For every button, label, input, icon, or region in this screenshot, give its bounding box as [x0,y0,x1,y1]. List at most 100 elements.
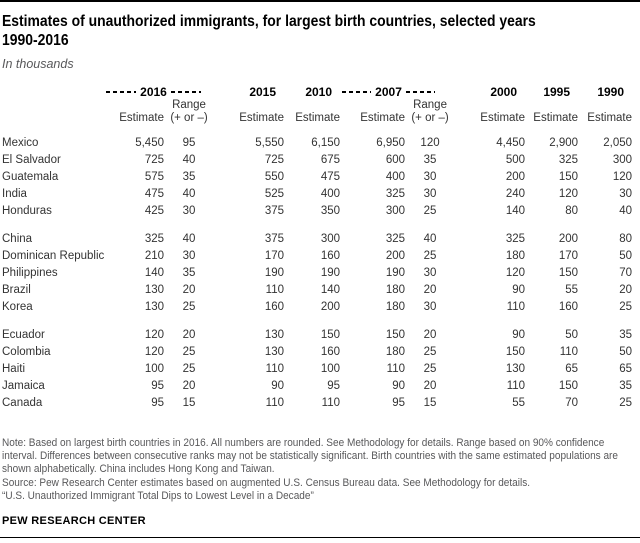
estimate-cell: 525 [264,187,285,200]
table-row: Jamaica 95 20 90 95 90 20 110 150 35 [2,377,632,394]
page-title: Estimates of unauthorized immigrants, fo… [2,13,637,50]
estimate-cell: 200 [558,232,579,245]
table-row: Haiti 100 25 110 100 110 25 130 65 65 [2,360,632,377]
estimate-cell: 400 [385,170,406,183]
estimate-cell: 150 [320,328,341,341]
table-row: Ecuador 120 20 130 150 150 20 90 50 35 [2,326,632,343]
estimate-cell: 120 [144,345,164,358]
range-header-2016: Range (+ or –) [170,99,208,124]
table-header: 2016 2015 2010 2007 2000 1995 1990 [2,84,632,134]
range-cell: 20 [182,379,196,392]
group-gap [2,315,632,326]
country-cell: Guatemala [2,170,59,183]
estimate-cell: 160 [264,300,285,313]
estimate-cell: 110 [506,379,526,392]
estimate-cell: 575 [144,170,164,183]
estimate-cell: 150 [505,345,526,358]
year-label-2007: 2007 [375,84,402,99]
estimate-cell: 130 [264,345,285,358]
estimate-cell: 500 [505,153,526,166]
estimate-cell: 100 [320,362,341,375]
range-cell: 30 [423,187,437,200]
estimate-cell: 65 [619,362,633,375]
table-row: Philippines 140 35 190 190 190 30 120 150 70 [2,264,632,281]
estimate-cell: 50 [619,249,633,262]
year-header-2000: 2000 [490,84,518,99]
estimate-cell: 5,550 [255,136,285,149]
country-subheader-blank [2,99,106,134]
estimate-cell: 35 [619,328,633,341]
estimate-cell: 190 [264,266,285,279]
estimate-cell: 160 [320,249,341,262]
estimate-cell: 325 [385,232,406,245]
table-row: Honduras 425 30 375 350 300 25 140 80 40 [2,202,632,219]
estimate-cell: 180 [385,345,406,358]
bottom-rule [0,537,640,538]
estimate-cell: 200 [320,300,341,313]
estimate-cell: 50 [619,345,633,358]
estimate-cell: 130 [264,328,285,341]
estimate-cell: 110 [386,362,406,375]
range-cell: 25 [182,300,196,313]
estimate-cell: 90 [271,379,285,392]
table-row: Mexico 5,450 95 5,550 6,150 6,950 120 4,450 2,90… [2,134,632,151]
range-cell: 120 [420,136,440,149]
range-cell: 35 [182,266,196,279]
column-header-row: Estimate Range (+ or –) Estimate Estimat… [2,99,632,134]
year-header-2010: 2010 [305,84,333,99]
estimate-cell: 30 [619,187,633,200]
year-header-1990: 1990 [597,84,625,99]
range-cell: 15 [423,396,437,409]
estimate-cell: 190 [320,266,341,279]
range-cell: 20 [182,283,196,296]
year-header-1995: 1995 [543,84,571,99]
year-label-2016: 2016 [140,84,167,99]
estimate-cell: 140 [505,204,526,217]
estimate-cell: 120 [505,266,526,279]
range-cell: 20 [423,283,437,296]
estimate-cell: 110 [559,345,579,358]
range-cell: 20 [423,379,437,392]
estimate-cell: 120 [144,328,164,341]
country-cell: Philippines [2,266,58,279]
range-cell: 30 [423,266,437,279]
range-cell: 15 [182,396,196,409]
country-cell: Canada [2,396,43,409]
estimate-cell: 90 [392,379,406,392]
estimate-cell: 70 [619,266,633,279]
estimate-cell: 725 [144,153,164,166]
estimate-cell: 325 [505,232,526,245]
range-cell: 30 [423,300,437,313]
estimate-header-1995: Estimate [533,112,579,124]
dash-rule-left [342,90,372,93]
estimate-cell: 160 [320,345,341,358]
range-cell: 30 [423,170,437,183]
page-title-line1: Estimates of unauthorized immigrants, fo… [2,13,536,30]
estimate-cell: 150 [558,266,579,279]
country-header-blank [2,84,106,99]
estimate-cell: 600 [385,153,406,166]
range-header-2007: Range (+ or –) [411,99,449,124]
range-cell: 40 [182,232,196,245]
estimate-cell: 300 [612,153,633,166]
table-row: India 475 40 525 400 325 30 240 120 30 [2,185,632,202]
table-row: Korea 130 25 160 200 180 30 110 160 25 [2,298,632,315]
estimate-cell: 5,450 [135,136,164,149]
estimate-cell: 240 [505,187,526,200]
estimate-header-2007: Estimate [360,112,406,124]
estimate-cell: 100 [144,362,164,375]
estimate-cell: 325 [558,153,579,166]
estimate-cell: 40 [619,204,633,217]
country-cell: Jamaica [2,379,45,392]
note-text: Note: Based on largest birth countries i… [2,437,618,476]
country-cell: China [2,232,33,245]
estimate-cell: 95 [392,396,406,409]
country-cell: Colombia [2,345,51,358]
estimate-cell: 170 [558,249,579,262]
dash-rule-left [106,90,137,93]
estimate-cell: 130 [144,300,164,313]
table-row: China 325 40 375 300 325 40 325 200 80 [2,230,632,247]
year-header-row: 2016 2015 2010 2007 2000 1995 1990 [2,84,632,99]
estimate-header-2016: Estimate [119,112,164,124]
